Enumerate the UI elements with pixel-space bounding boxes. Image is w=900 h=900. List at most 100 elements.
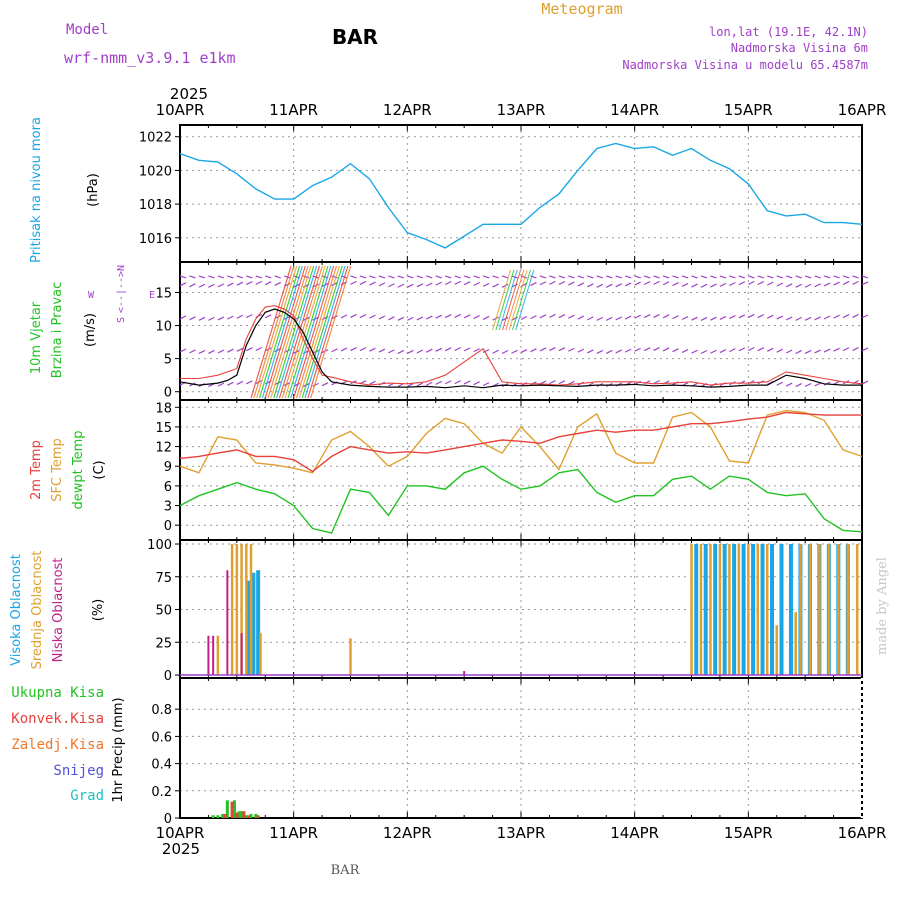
precip-label-total: Ukupna Kisa	[11, 685, 104, 701]
wind-barb	[653, 275, 660, 279]
time-label-top: 15APR	[724, 101, 773, 119]
wind-barb	[454, 280, 461, 285]
y-tick-label: 75	[155, 571, 172, 586]
wind-barb	[426, 282, 433, 287]
wind-barb	[302, 275, 310, 279]
cloud-bar	[212, 635, 215, 675]
wind-barb	[416, 349, 424, 354]
wind-barb	[350, 275, 357, 279]
wind-barb	[549, 275, 556, 279]
wind-streak	[261, 265, 303, 399]
wind-barb	[643, 275, 651, 279]
dewpoint-line	[179, 465, 863, 534]
wind-barb	[426, 315, 433, 320]
wind-barb	[217, 316, 225, 321]
wind-barb	[634, 347, 641, 352]
wind-barb	[823, 275, 831, 279]
wind-barb	[785, 382, 793, 387]
cloud-bar	[808, 544, 812, 675]
wind-streak	[267, 265, 309, 399]
wind-barb	[179, 275, 187, 279]
wind-barb	[369, 314, 376, 319]
wind-barb	[577, 282, 585, 287]
wind-barb	[558, 347, 566, 352]
wind-barb	[435, 380, 443, 385]
wind-barb	[369, 347, 376, 352]
wind-barb	[738, 314, 746, 319]
precip-bar	[237, 811, 241, 818]
pressure-line	[179, 142, 863, 249]
wind-barb	[795, 275, 802, 279]
wind-barb	[587, 316, 594, 321]
y-tick-label: 0.6	[151, 730, 172, 745]
wind-barb	[738, 347, 746, 352]
wind-barb	[861, 314, 869, 319]
wind-barb	[179, 348, 187, 353]
wind-barb	[577, 315, 585, 320]
wind-barb	[435, 275, 442, 279]
wind-barb	[198, 349, 206, 354]
cloud-bar	[690, 544, 693, 675]
y-tick-label: 10	[155, 320, 172, 335]
wind-barb	[748, 313, 755, 318]
cloud-bar	[463, 671, 466, 675]
wind-barb	[501, 349, 509, 355]
wind-barb	[397, 275, 405, 279]
cloud-bar	[827, 544, 831, 675]
wind-barb	[246, 380, 253, 385]
wind-barb	[473, 381, 480, 386]
cloud-bar	[756, 544, 760, 675]
wind-streak	[273, 265, 315, 399]
cloud-bar	[699, 544, 703, 675]
wind-barb	[814, 349, 821, 354]
cloud-bar	[349, 638, 352, 675]
wind-barb	[454, 313, 461, 318]
cloud-bar	[766, 544, 769, 675]
wind-barb	[340, 347, 348, 352]
model-label: Model	[66, 22, 108, 38]
model-name: wrf-nmm_v3.9.1 e1km	[64, 49, 236, 67]
2m-temp-line	[179, 411, 862, 473]
wind-barb	[445, 275, 452, 279]
y-tick-label: 18	[155, 401, 172, 416]
y-tick-label: 0	[164, 812, 172, 827]
cloud-bar	[207, 635, 210, 675]
wind-barb	[681, 282, 689, 287]
wind-barb	[568, 275, 575, 279]
wind-barb	[804, 316, 812, 321]
wind-barb	[804, 283, 812, 288]
pressure-unit: (hPa)	[86, 173, 101, 207]
precip-bar	[232, 800, 236, 818]
wind-barb	[852, 280, 859, 285]
wind-barb	[482, 382, 490, 387]
wind-barb	[833, 314, 840, 319]
wind-barb	[520, 349, 528, 354]
wind-streak	[304, 265, 346, 399]
wind-barb	[426, 275, 433, 279]
wind-compass: <--|--> N S W E <--|-->	[88, 265, 155, 323]
wind-barb	[482, 315, 490, 320]
time-label-bottom: 16APR	[838, 824, 887, 842]
wind-barb	[852, 347, 859, 352]
wind-barb	[606, 275, 613, 279]
cloud-bar	[837, 544, 840, 675]
wind-barb	[795, 283, 802, 288]
wind-barb	[786, 275, 793, 279]
cloud-bar	[856, 544, 859, 675]
footer-station: BAR	[331, 863, 361, 878]
wind-label-1: 10m Vjetar	[29, 301, 44, 374]
wind-barb	[236, 314, 244, 319]
wind-barb	[691, 349, 698, 354]
wind-barb	[463, 347, 471, 352]
wind-barb	[776, 381, 784, 386]
compass-arrows: <--|-->	[116, 271, 127, 313]
wind-barb	[757, 275, 764, 279]
wind-barb	[444, 347, 452, 352]
panel-frame	[179, 677, 863, 819]
wind-barb	[208, 275, 215, 279]
wind-barb	[672, 281, 679, 287]
wind-barb	[605, 316, 613, 321]
precip-bar	[223, 813, 227, 818]
wind-streak	[258, 265, 301, 399]
y-tick-label: 3	[164, 500, 172, 515]
